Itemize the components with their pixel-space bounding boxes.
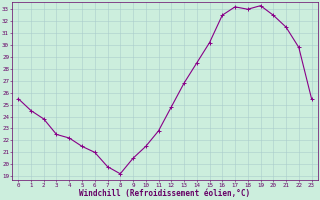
X-axis label: Windchill (Refroidissement éolien,°C): Windchill (Refroidissement éolien,°C) — [79, 189, 251, 198]
